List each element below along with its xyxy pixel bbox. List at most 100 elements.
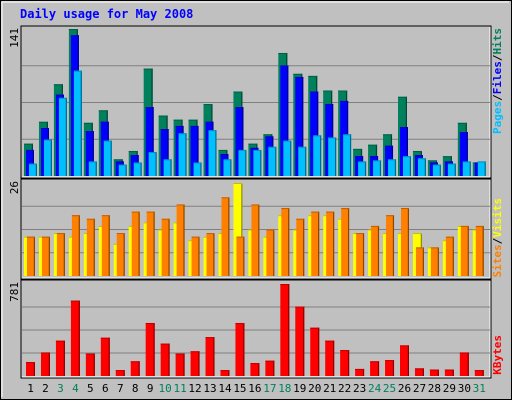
bar-pages-day-20 (313, 135, 322, 176)
bar-kbytes-day-9-edge (145, 322, 155, 324)
bar-kbytes-day-8-edge (130, 361, 140, 363)
bar-sites-day-31 (475, 225, 484, 276)
bar-sites-day-23-edge (356, 233, 365, 235)
bar-kbytes-day-24 (370, 361, 380, 376)
bar-kbytes-day-24-shadow (377, 361, 380, 376)
bar-hits-day-30-edge (457, 122, 467, 124)
bar-kbytes-day-12 (190, 351, 200, 376)
bar-files-day-23-edge (355, 156, 364, 158)
bar-kbytes-day-12-edge (190, 351, 200, 353)
bar-pages-day-6-shadow (110, 140, 112, 176)
day-label-6: 6 (102, 382, 109, 395)
bar-pages-day-29-shadow (454, 163, 456, 176)
bar-sites-day-20-edge (311, 211, 320, 213)
bar-kbytes-day-11 (175, 353, 185, 376)
bar-kbytes-day-6-shadow (108, 337, 110, 376)
bar-sites-day-12-fill (191, 236, 200, 276)
bar-files-day-26-edge (400, 127, 408, 128)
bar-kbytes-day-21-fill (325, 340, 335, 376)
bar-pages-day-4-edge (73, 70, 82, 72)
bar-pages-day-3-fill (58, 97, 67, 176)
bar-kbytes-day-29-edge (444, 369, 454, 371)
bar-pages-day-10-fill (163, 159, 172, 176)
bar-sites-day-6 (101, 215, 110, 276)
bar-kbytes-day-16-edge (250, 363, 260, 365)
day-label-24: 24 (368, 382, 382, 395)
bar-pages-day-23-edge (358, 161, 367, 163)
bar-sites-day-7-fill (116, 233, 125, 276)
bar-pages-day-27-shadow (424, 158, 426, 176)
bar-kbytes-day-16 (250, 363, 260, 376)
bar-pages-day-25-edge (388, 159, 397, 161)
bar-kbytes-day-17-edge (265, 360, 275, 362)
bar-sites-day-9 (146, 211, 155, 276)
bar-hits-day-2-edge (38, 121, 48, 123)
bar-pages-day-16-shadow (260, 149, 262, 176)
bar-kbytes-day-26-edge (400, 345, 409, 347)
bar-kbytes-day-21-edge (325, 340, 335, 342)
bar-kbytes-day-23-fill (355, 368, 365, 376)
bar-pages-day-2-fill (43, 139, 52, 176)
bar-sites-day-25 (386, 215, 395, 276)
bar-hits-day-26-edge (398, 96, 407, 98)
bar-kbytes-day-27-shadow (422, 368, 424, 376)
bar-kbytes-day-19-edge (295, 306, 305, 308)
bar-sites-day-27-edge (415, 247, 424, 249)
panel-2-bars (24, 183, 484, 276)
bar-kbytes-day-25-edge (385, 360, 395, 362)
bar-sites-day-12-shadow (198, 236, 200, 276)
bar-kbytes-day-29-shadow (452, 369, 454, 376)
bar-hits-day-21-edge (323, 90, 333, 92)
bar-pages-day-12-shadow (200, 162, 202, 176)
bar-kbytes-day-30-shadow (467, 352, 469, 376)
bar-kbytes-day-15-fill (235, 322, 245, 376)
bar-kbytes-day-3 (55, 340, 65, 376)
bar-pages-day-3-edge (58, 97, 67, 99)
bar-pages-day-17-fill (268, 146, 277, 176)
bar-files-day-5 (85, 131, 94, 176)
bar-kbytes-day-5 (85, 353, 95, 376)
bar-hits-day-24-edge (368, 144, 378, 146)
bar-sites-day-8-fill (131, 211, 140, 276)
bar-kbytes-day-14-fill (220, 370, 230, 376)
bar-sites-day-12-edge (191, 236, 200, 238)
bar-pages-day-26-edge (403, 156, 411, 158)
bar-kbytes-day-18 (280, 284, 290, 376)
bar-files-day-29-edge (444, 161, 453, 163)
bar-kbytes-day-23-edge (355, 368, 365, 370)
day-label-15: 15 (233, 382, 246, 395)
bar-sites-day-2-fill (41, 236, 50, 276)
bar-sites-day-30 (460, 225, 469, 276)
bar-sites-day-1 (27, 236, 35, 276)
bar-sites-day-28-fill (430, 247, 439, 276)
bar-pages-day-29 (447, 163, 456, 176)
bar-pages-day-22-edge (343, 134, 352, 136)
bar-visits-day-27-edge (412, 233, 422, 235)
bar-kbytes-day-30-edge (459, 352, 469, 354)
bar-pages-day-1-edge (29, 163, 37, 165)
bar-sites-day-8-shadow (138, 211, 140, 276)
bar-pages-day-30-edge (462, 161, 471, 163)
bar-pages-day-2-edge (43, 139, 52, 141)
bar-pages-day-24-shadow (379, 160, 382, 176)
bar-sites-day-21-edge (326, 211, 335, 213)
bar-pages-day-6-fill (103, 140, 112, 176)
bar-kbytes-day-10-fill (160, 343, 170, 376)
bar-kbytes-day-21 (325, 340, 335, 376)
bar-files-day-15 (235, 107, 244, 176)
bar-sites-day-4 (71, 215, 80, 276)
bar-files-day-21-edge (325, 104, 334, 106)
bar-pages-day-18-shadow (290, 140, 292, 176)
bar-files-day-3-edge (55, 94, 64, 96)
bar-pages-day-16 (253, 149, 262, 176)
bar-pages-day-7-edge (118, 164, 127, 166)
bar-sites-day-16 (251, 204, 260, 276)
bar-pages-day-4 (73, 70, 82, 176)
bar-pages-day-13-shadow (215, 130, 217, 176)
bar-kbytes-day-13-fill (205, 337, 215, 376)
bar-files-day-16-edge (250, 147, 259, 149)
bar-kbytes-day-16-shadow (258, 363, 260, 376)
bar-sites-day-14-fill (221, 197, 230, 276)
bar-sites-day-24-shadow (377, 225, 380, 276)
